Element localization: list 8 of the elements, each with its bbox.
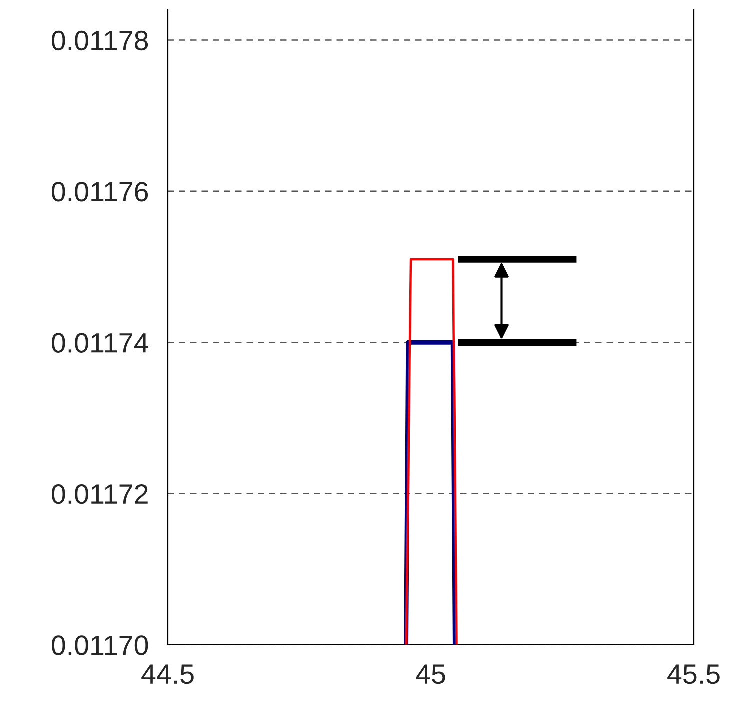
y-tick-label: 0.01176 <box>52 182 148 202</box>
y-tick-label: 0.01172 <box>52 484 148 504</box>
y-tick-label: 0.01178 <box>52 30 148 51</box>
x-tick-label: 45.5 <box>668 664 720 684</box>
x-tick-label: 45 <box>416 664 446 684</box>
y-tick-label: 0.01174 <box>52 333 148 353</box>
y-tick-label: 0.01170 <box>52 636 148 656</box>
x-tick-label: 44.5 <box>142 664 194 684</box>
